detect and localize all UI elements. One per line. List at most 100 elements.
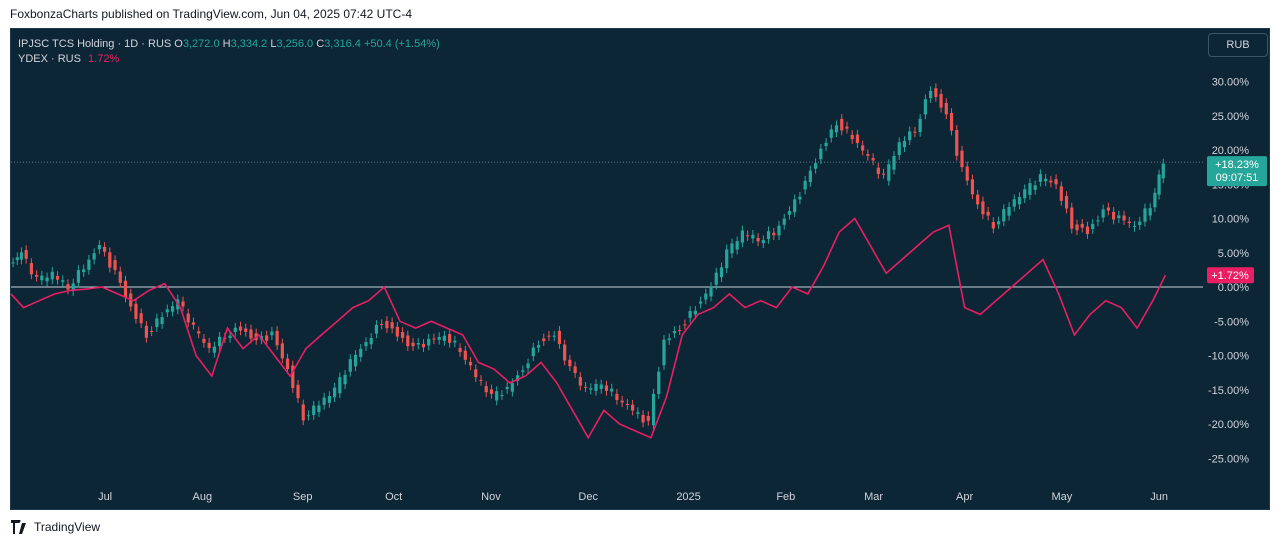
candle-body bbox=[24, 250, 28, 259]
candle-body bbox=[505, 387, 509, 390]
candle-body bbox=[568, 359, 572, 367]
candle-body bbox=[667, 338, 671, 341]
candle-body bbox=[1101, 209, 1105, 218]
candle-body bbox=[730, 243, 734, 254]
y-tick-label: 0.00% bbox=[1218, 282, 1249, 294]
candle-body bbox=[458, 348, 462, 353]
candle-body bbox=[1017, 197, 1022, 205]
candle-body bbox=[834, 125, 839, 133]
candle-body bbox=[291, 365, 295, 388]
candle-body bbox=[406, 335, 410, 347]
candle-body bbox=[866, 154, 870, 156]
candle-body bbox=[364, 342, 368, 347]
x-tick-label: Nov bbox=[481, 491, 501, 503]
candle-body bbox=[599, 384, 603, 389]
candle-body bbox=[1002, 209, 1006, 222]
candle-body bbox=[672, 331, 677, 334]
candle-body bbox=[474, 369, 478, 378]
candle-body bbox=[285, 358, 290, 370]
candle-body bbox=[641, 414, 645, 423]
candle-body bbox=[563, 344, 567, 361]
legend-open-value: 3,272.0 bbox=[182, 38, 220, 50]
candle-body bbox=[11, 262, 15, 264]
candle-body bbox=[150, 331, 154, 333]
candle-body bbox=[411, 342, 415, 347]
candle-body bbox=[359, 348, 363, 357]
compare-price-badge bbox=[1207, 267, 1254, 284]
candle-body bbox=[1023, 189, 1027, 199]
candle-body bbox=[19, 252, 24, 260]
candle-body bbox=[625, 403, 629, 405]
candle-body bbox=[657, 371, 661, 394]
candle-body bbox=[913, 131, 917, 133]
y-tick-label: -5.00% bbox=[1214, 316, 1249, 328]
legend-compare-symbol: YDEX · RUS bbox=[18, 53, 81, 65]
candle-body bbox=[1033, 185, 1037, 190]
candle-body bbox=[270, 331, 274, 336]
chart-frame[interactable] bbox=[10, 28, 1270, 510]
candle-body bbox=[1157, 174, 1161, 195]
y-tick-label: 5.00% bbox=[1218, 248, 1249, 260]
candle-body bbox=[923, 99, 927, 115]
candle-body bbox=[1112, 211, 1116, 220]
candle-body bbox=[500, 395, 504, 397]
candle-body bbox=[976, 194, 980, 205]
candle-body bbox=[965, 166, 969, 181]
candle-body bbox=[615, 393, 619, 400]
candle-body bbox=[338, 377, 342, 394]
candle-body bbox=[1038, 174, 1043, 182]
candle-body bbox=[840, 118, 844, 131]
candle-body bbox=[275, 330, 279, 346]
candle-body bbox=[1049, 180, 1053, 183]
x-tick-label: Jul bbox=[98, 491, 112, 503]
y-tick-label: 30.00% bbox=[1212, 77, 1250, 89]
candle-body bbox=[369, 337, 373, 345]
candle-body bbox=[40, 275, 44, 281]
candle-body bbox=[1127, 221, 1131, 224]
legend-high-value: 3,334.2 bbox=[230, 38, 268, 50]
candle-body bbox=[929, 90, 933, 99]
candle-body bbox=[306, 415, 311, 417]
candle-body bbox=[87, 259, 91, 270]
candle-body bbox=[343, 374, 347, 385]
candle-body bbox=[949, 112, 954, 131]
candle-body bbox=[996, 221, 1001, 225]
candle-body bbox=[782, 218, 786, 225]
y-tick-label: 10.00% bbox=[1212, 214, 1250, 226]
x-tick-label: Dec bbox=[578, 491, 598, 503]
x-tick-label: Mar bbox=[864, 491, 883, 503]
candle-body bbox=[798, 196, 802, 200]
y-tick-label: -15.00% bbox=[1208, 385, 1249, 397]
candle-body bbox=[1075, 224, 1079, 231]
main-price-badge-time: 09:07:51 bbox=[1216, 172, 1259, 184]
candle-body bbox=[134, 303, 138, 319]
x-tick-label: May bbox=[1051, 491, 1072, 503]
candle-body bbox=[850, 134, 854, 140]
candle-body bbox=[244, 328, 248, 332]
candle-body bbox=[97, 244, 101, 250]
legend-compare-row: YDEX · RUS 1.72% bbox=[18, 52, 440, 67]
candle-body bbox=[1148, 208, 1152, 216]
currency-button[interactable]: RUB bbox=[1208, 33, 1268, 57]
candle-body bbox=[829, 129, 833, 138]
candle-body bbox=[1153, 192, 1157, 208]
footer: TradingView bbox=[10, 520, 100, 534]
candle-body bbox=[578, 377, 582, 386]
y-tick-label: -25.00% bbox=[1208, 453, 1249, 465]
candle-body bbox=[678, 329, 682, 331]
candle-body bbox=[761, 240, 765, 244]
candle-body bbox=[719, 267, 724, 278]
candle-body bbox=[1132, 225, 1137, 227]
candle-body bbox=[552, 335, 556, 337]
x-tick-label: Apr bbox=[956, 491, 973, 503]
candle-body bbox=[892, 155, 896, 170]
candle-body bbox=[448, 334, 452, 343]
candle-body bbox=[589, 388, 593, 390]
x-tick-label: Oct bbox=[385, 491, 402, 503]
candle-body bbox=[348, 359, 352, 372]
candle-body bbox=[1091, 223, 1095, 229]
candle-body bbox=[1059, 186, 1063, 201]
candle-body bbox=[908, 131, 912, 141]
candle-body bbox=[1106, 207, 1110, 211]
